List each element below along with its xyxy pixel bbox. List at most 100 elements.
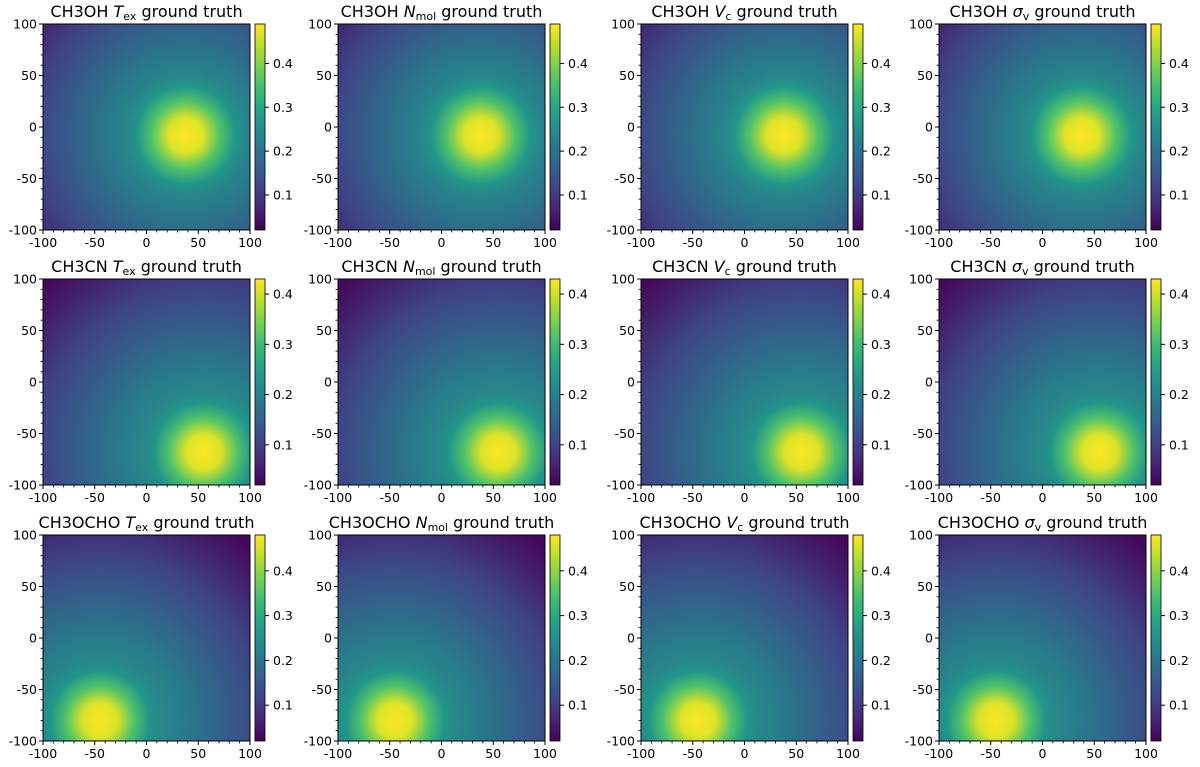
y-tick-label: -50 (17, 171, 37, 186)
heatmap-panel: -100 -50 0 50 100 100 50 0 -50 -100 CH3CN Tex grou… (9, 257, 293, 505)
y-tick-label: -50 (913, 426, 933, 441)
colorbar-tick-label: 0.4 (1169, 287, 1189, 302)
x-tick-label: 100 (238, 235, 262, 250)
x-tick-label: -50 (380, 746, 400, 761)
y-tick-label: -100 (9, 478, 37, 493)
y-tick-label: 0 (324, 631, 332, 646)
colorbar (254, 534, 266, 742)
colorbar (549, 23, 561, 231)
x-tick-label: 0 (1039, 490, 1047, 505)
x-tick-label: -50 (981, 490, 1001, 505)
x-tick-label: 100 (533, 746, 557, 761)
y-tick-label: -100 (905, 734, 933, 749)
x-tick-label: -100 (925, 746, 953, 761)
heatmap-panel: -100 -50 0 50 100 100 50 0 -50 -100 CH3OH Nmol gro… (304, 2, 588, 250)
x-tick-label: 100 (238, 490, 262, 505)
colorbar-tick-label: 0.3 (1169, 337, 1189, 352)
x-tick-label: -50 (85, 490, 105, 505)
colorbar-tick-label: 0.3 (871, 608, 891, 623)
colorbar (1150, 23, 1162, 231)
colorbar-tick-label: 0.4 (273, 563, 293, 578)
y-tick-label: -50 (312, 171, 332, 186)
y-tick-label: 100 (13, 272, 37, 287)
x-tick-label: 0 (438, 746, 446, 761)
heatmap-panel: -100 -50 0 50 100 100 50 0 -50 -100 CH3OCHO Nmol g… (304, 513, 588, 761)
y-tick-label: -100 (905, 223, 933, 238)
x-tick-label: -100 (324, 235, 352, 250)
x-tick-label: -100 (324, 746, 352, 761)
heatmap-panel: -100 -50 0 50 100 100 50 0 -50 -100 CH3OH Tex grou… (9, 2, 293, 250)
x-tick-label: 0 (741, 235, 749, 250)
colorbar-tick-label: 0.2 (871, 144, 891, 159)
x-tick-label: -50 (683, 746, 703, 761)
panel-title: CH3OCHO σv ground truth (938, 513, 1148, 534)
y-tick-label: 0 (627, 120, 635, 135)
heatmap-panel: -100 -50 0 50 100 100 50 0 -50 -100 CH3CN σv groun… (905, 257, 1189, 505)
heatmap-panel: -100 -50 0 50 100 100 50 0 -50 -100 CH3OCHO Tex gr… (9, 513, 293, 761)
x-tick-label: 0 (741, 746, 749, 761)
y-tick-label: -50 (913, 171, 933, 186)
panel-title: CH3OCHO Vc ground truth (639, 513, 849, 534)
y-tick-label: 50 (917, 323, 933, 338)
colorbar-tick-label: 0.4 (273, 56, 293, 71)
x-tick-label: -100 (29, 490, 57, 505)
y-tick-label: -100 (9, 734, 37, 749)
y-tick-label: 0 (29, 120, 37, 135)
x-tick-label: 0 (741, 490, 749, 505)
x-tick-label: -100 (627, 490, 655, 505)
y-tick-label: 100 (308, 528, 332, 543)
y-tick-label: -50 (913, 682, 933, 697)
panel-title: CH3CN Nmol ground truth (341, 257, 541, 278)
heatmap-peak (43, 658, 162, 741)
colorbar-tick-label: 0.1 (273, 187, 293, 202)
colorbar-tick-label: 0.1 (273, 698, 293, 713)
colorbar-tick-label: 0.1 (568, 437, 588, 452)
colorbar-tick-label: 0.2 (568, 144, 588, 159)
x-tick-label: 100 (533, 235, 557, 250)
panel-title: CH3OH Nmol ground truth (341, 2, 543, 23)
colorbar-tick-label: 0.4 (871, 287, 891, 302)
x-tick-label: 100 (836, 235, 860, 250)
y-tick-label: 0 (925, 631, 933, 646)
x-tick-label: 100 (836, 490, 860, 505)
colorbar-tick-label: 0.3 (871, 100, 891, 115)
colorbar-tick-label: 0.2 (568, 653, 588, 668)
y-tick-label: 0 (627, 631, 635, 646)
x-tick-label: -50 (85, 746, 105, 761)
x-tick-label: 50 (190, 490, 206, 505)
y-tick-label: 100 (308, 17, 332, 32)
x-tick-label: 50 (788, 746, 804, 761)
colorbar-tick-label: 0.2 (871, 387, 891, 402)
y-tick-label: -100 (607, 734, 635, 749)
x-tick-label: 0 (143, 490, 151, 505)
x-tick-label: 50 (485, 746, 501, 761)
colorbar-tick-label: 0.4 (871, 56, 891, 71)
colorbar (1150, 534, 1162, 742)
colorbar-tick-label: 0.1 (568, 187, 588, 202)
colorbar-tick-label: 0.4 (273, 287, 293, 302)
panel-title: CH3CN σv ground truth (950, 257, 1134, 278)
x-tick-label: 0 (1039, 746, 1047, 761)
colorbar-tick-label: 0.3 (273, 608, 293, 623)
colorbar-tick-label: 0.1 (871, 698, 891, 713)
colorbar-tick-label: 0.2 (1169, 144, 1189, 159)
colorbar-tick-label: 0.3 (568, 337, 588, 352)
panel-title: CH3OH σv ground truth (950, 2, 1136, 23)
panel-title: CH3OH Tex ground truth (50, 2, 242, 23)
heatmap-panel: -100 -50 0 50 100 100 50 0 -50 -100 CH3OCHO Vc gro… (607, 513, 891, 761)
y-tick-label: 0 (925, 375, 933, 390)
x-tick-label: 100 (238, 746, 262, 761)
y-tick-label: 50 (21, 68, 37, 83)
colorbar-tick-label: 0.3 (871, 337, 891, 352)
colorbar-tick-label: 0.1 (871, 187, 891, 202)
y-tick-label: -50 (17, 682, 37, 697)
heatmap-panel: -100 -50 0 50 100 100 50 0 -50 -100 CH3CN Nmol gro… (304, 257, 588, 505)
colorbar-tick-label: 0.1 (568, 698, 588, 713)
colorbar-tick-label: 0.2 (273, 653, 293, 668)
x-tick-label: -100 (627, 235, 655, 250)
panel-title: CH3OCHO Nmol ground truth (329, 513, 555, 534)
x-tick-label: 0 (143, 746, 151, 761)
x-tick-label: 0 (143, 235, 151, 250)
colorbar-tick-label: 0.1 (1169, 187, 1189, 202)
